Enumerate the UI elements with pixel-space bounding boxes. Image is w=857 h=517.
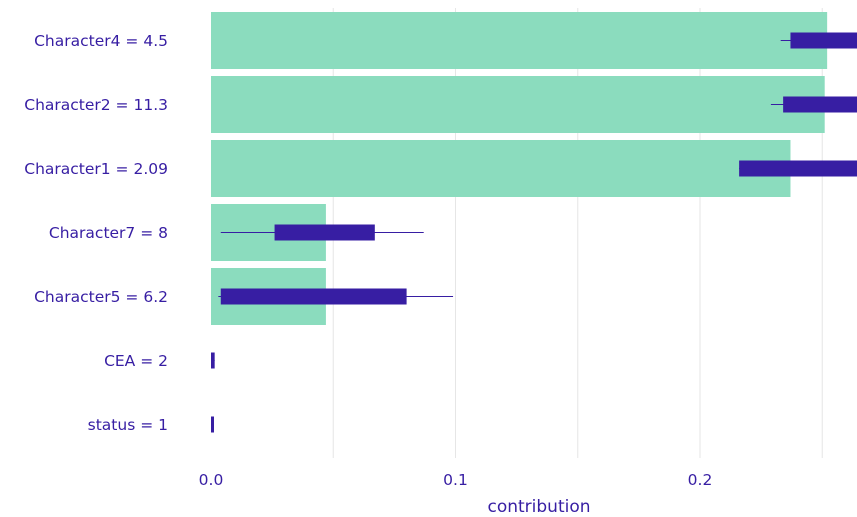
boxplot-box	[790, 32, 857, 49]
boxplots	[211, 32, 857, 433]
x-tick-label: 0.2	[688, 471, 713, 489]
boxplot	[780, 32, 857, 49]
bars	[211, 12, 828, 325]
boxplot	[211, 416, 214, 433]
boxplot-box	[211, 352, 215, 369]
x-tick-label: 0.1	[443, 471, 468, 489]
boxplot	[770, 96, 857, 113]
boxplot-box	[783, 96, 857, 113]
boxplot-box	[274, 224, 375, 241]
boxplot	[220, 224, 424, 241]
boxplot-box	[739, 160, 857, 177]
category-label: Character4 = 4.5	[34, 32, 168, 50]
bar	[211, 12, 828, 69]
category-label: CEA = 2	[104, 352, 168, 370]
category-label: Character1 = 2.09	[24, 160, 168, 178]
category-label: status = 1	[88, 416, 168, 434]
category-label: Character5 = 6.2	[34, 288, 168, 306]
boxplot-box	[211, 416, 214, 433]
boxplot	[211, 352, 215, 369]
boxplot	[739, 160, 857, 177]
boxplot	[218, 288, 454, 305]
x-axis-title: contribution	[487, 497, 590, 517]
category-labels: Character4 = 4.5 Character2 = 11.3 Charact…	[24, 32, 168, 434]
bar	[211, 76, 825, 133]
x-tick-label: 0.0	[199, 471, 224, 489]
boxplot-box	[220, 288, 407, 305]
category-label: Character7 = 8	[49, 224, 168, 242]
category-label: Character2 = 11.3	[24, 96, 168, 114]
bar	[211, 140, 791, 197]
x-tick-labels: 0.0 0.1 0.2	[199, 471, 713, 489]
